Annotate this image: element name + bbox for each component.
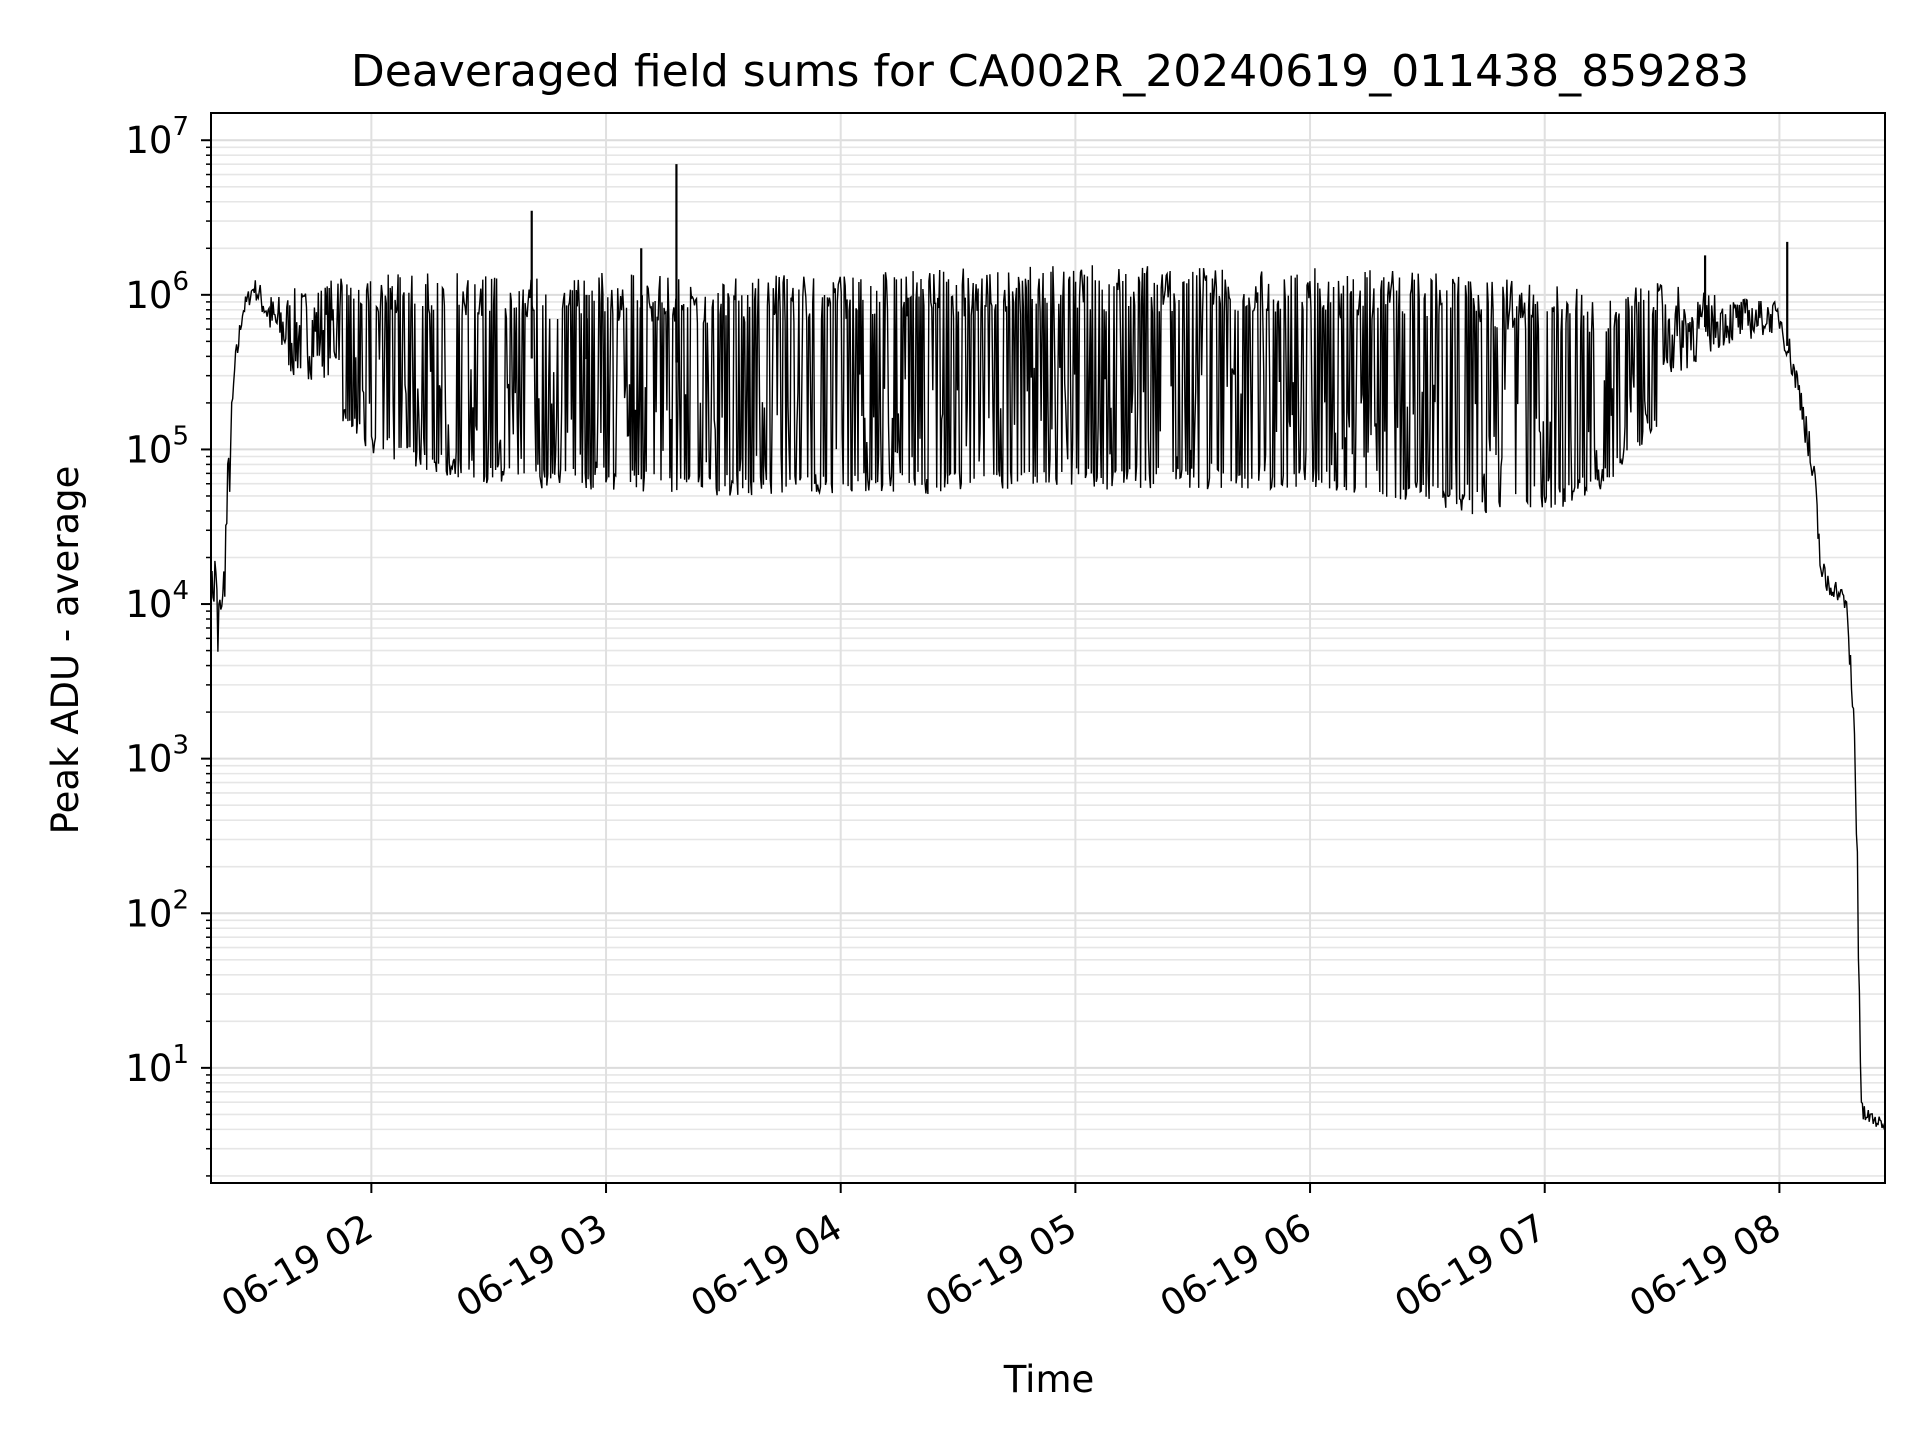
data-series [210,164,1886,1131]
x-axis-label: Time [1003,1358,1095,1401]
y-tick-label: 102 [125,885,189,935]
y-tick-label: 103 [125,731,189,781]
series-line [210,265,1886,1131]
y-tick-label: 105 [125,421,189,471]
plot-frame [210,112,1886,1184]
chart-title: Deaveraged field sums for CA002R_2024061… [351,46,1749,97]
y-tick-label: 104 [125,576,189,626]
y-tick-label: 107 [125,112,189,162]
y-tick-label: 101 [125,1040,189,1090]
y-axis-label: Peak ADU - average [44,466,87,835]
y-tick-label: 106 [125,267,189,317]
